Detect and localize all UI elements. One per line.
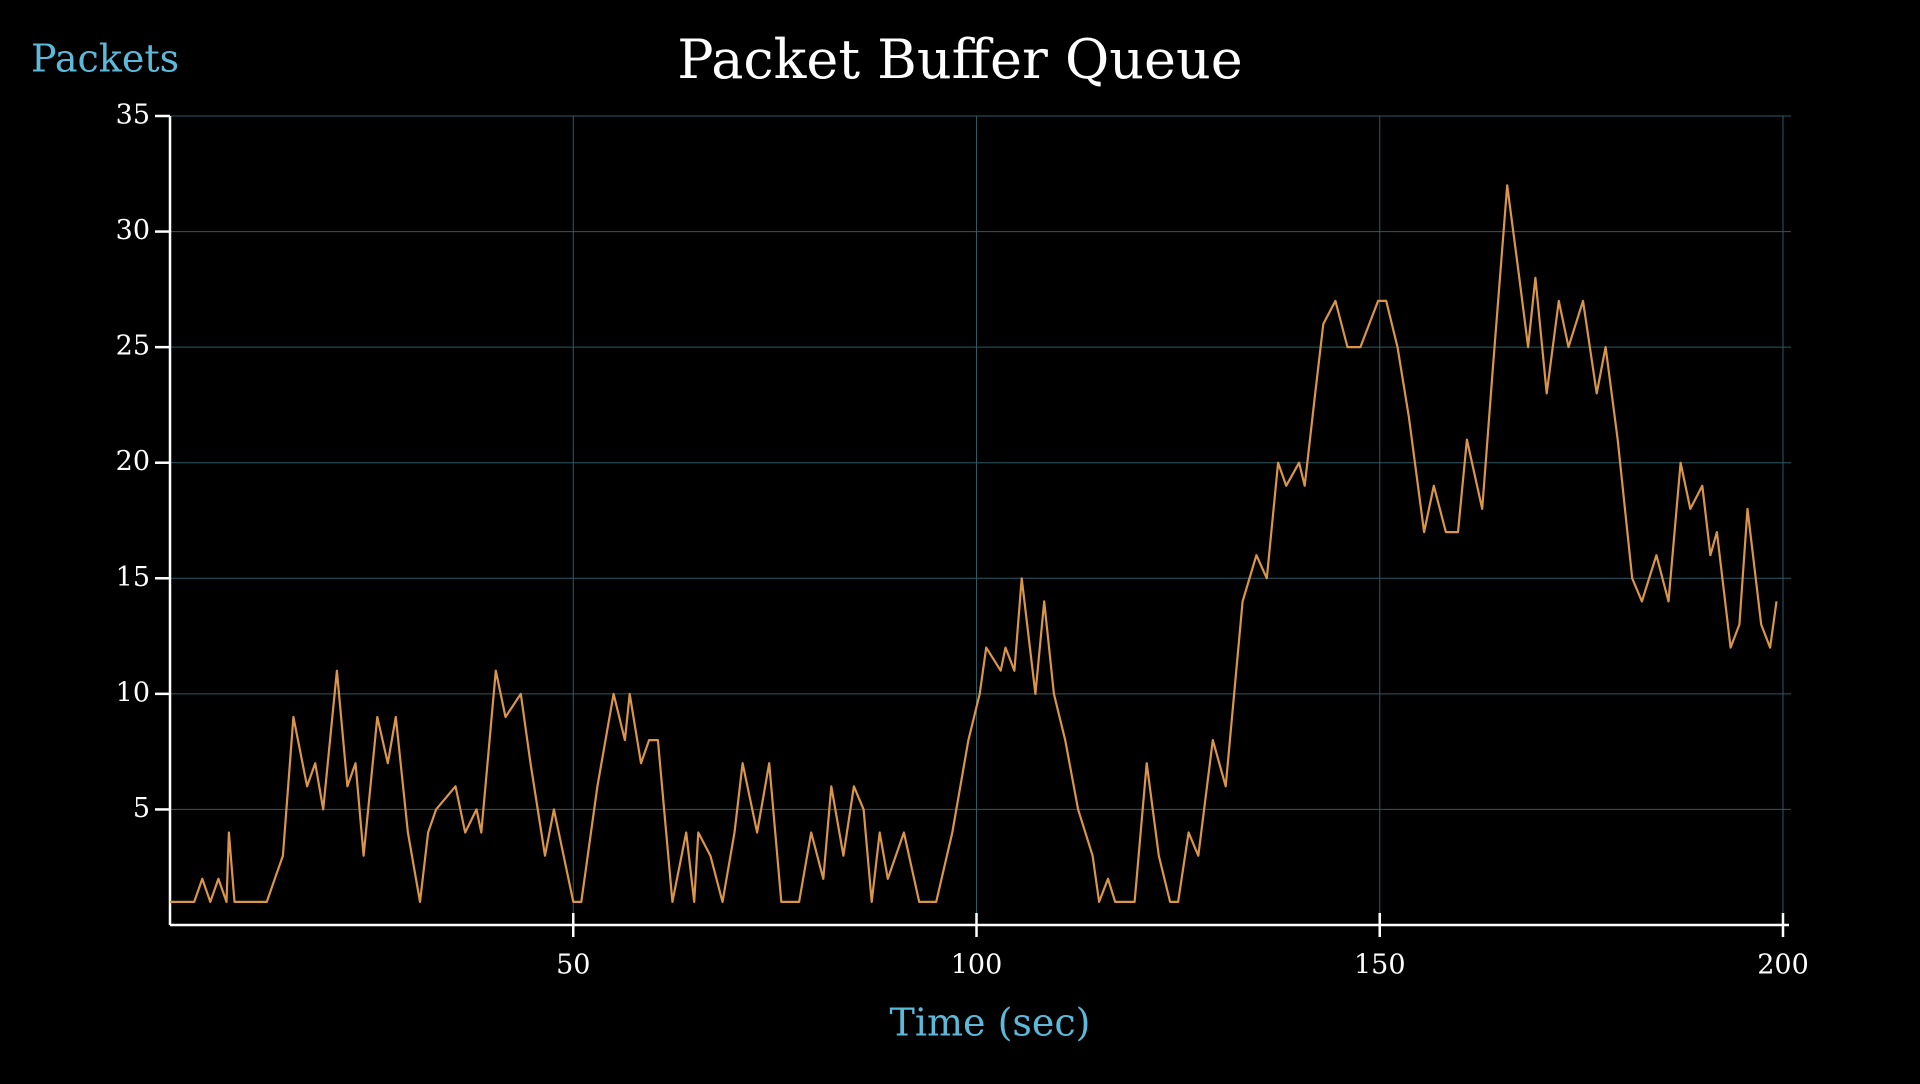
x-tick-label: 100 <box>951 950 1003 981</box>
x-axis-label: Time (sec) <box>889 1001 1090 1045</box>
y-axis-label: Packets <box>31 37 179 81</box>
y-tick-label: 25 <box>116 331 150 362</box>
x-tick-label: 150 <box>1354 950 1406 981</box>
y-tick-label: 10 <box>116 677 150 708</box>
chart-title: Packet Buffer Queue <box>677 28 1242 91</box>
x-tick-label: 200 <box>1757 950 1809 981</box>
data-line <box>170 184 1778 903</box>
y-tick-label: 15 <box>116 562 150 593</box>
y-tick-label: 35 <box>116 100 150 131</box>
x-tick-label: 50 <box>556 950 590 981</box>
y-tick-label: 20 <box>116 446 150 477</box>
y-tick-label: 5 <box>133 793 150 824</box>
y-tick-label: 30 <box>116 215 150 246</box>
